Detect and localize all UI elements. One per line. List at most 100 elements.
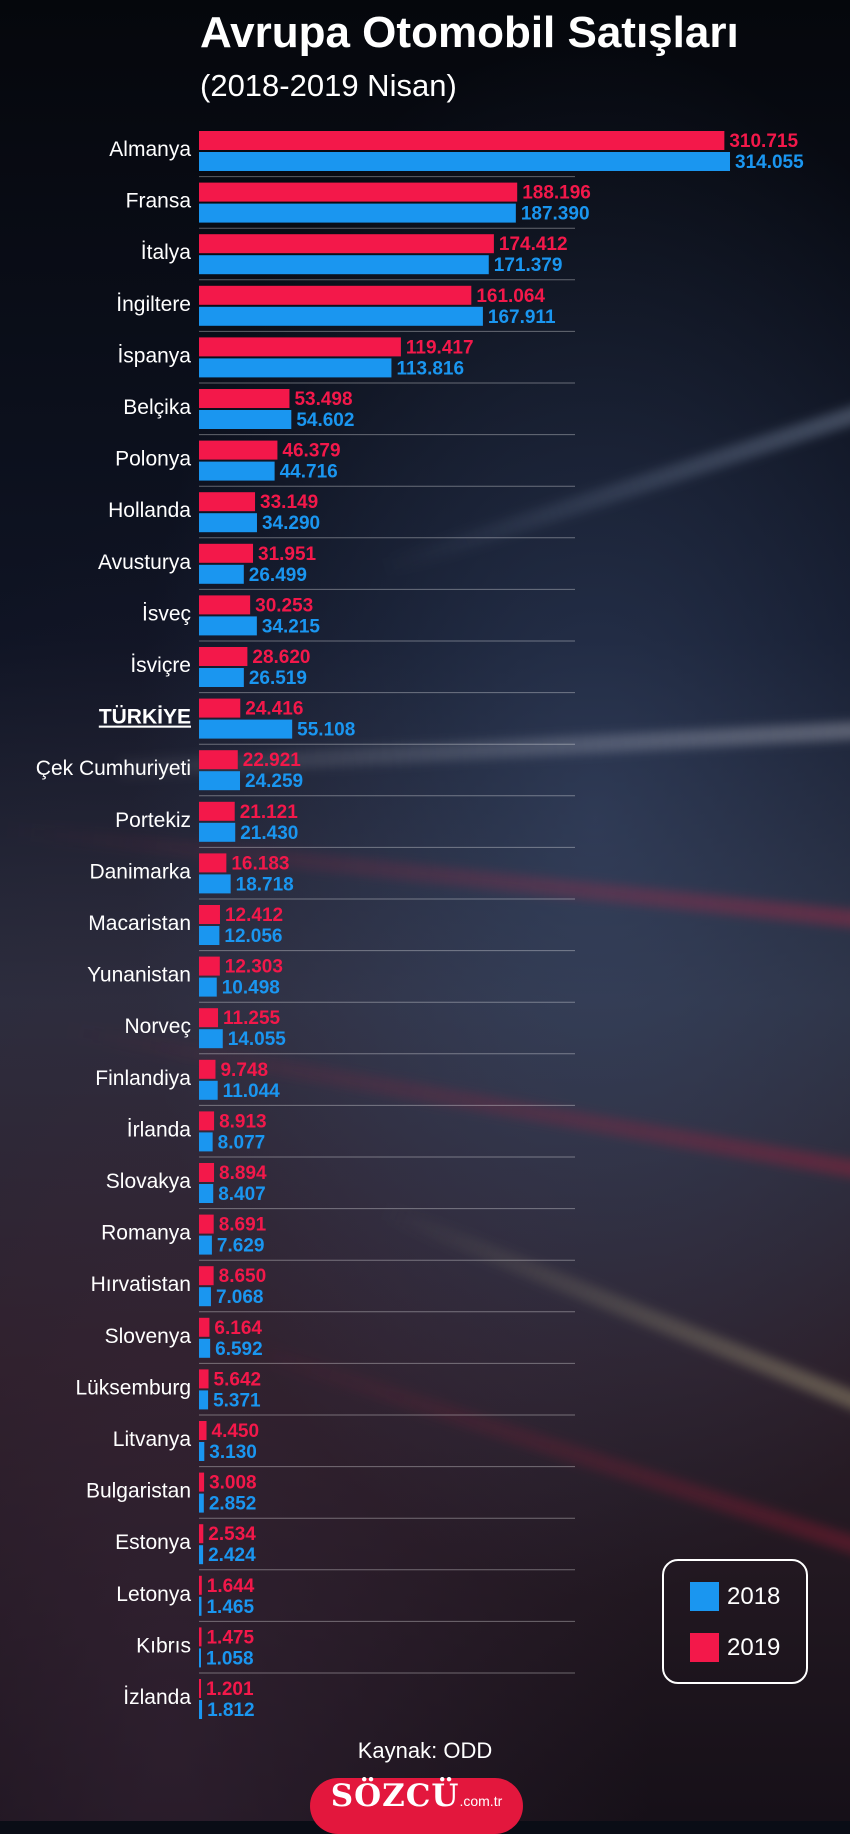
value-label-2019: 12.303 [225,957,283,978]
value-label-2019: 16.183 [231,853,289,874]
bar-2018 [199,1080,218,1100]
value-label-2018: 5.371 [213,1390,261,1411]
category-label: Slovakya [106,1170,192,1193]
bar-2019 [199,956,220,976]
bar-2019 [199,853,227,873]
value-label-2019: 8.691 [219,1215,267,1236]
category-label: Kıbrıs [136,1634,191,1657]
legend-item-2019: 2019 [690,1633,780,1662]
bar-2018 [199,513,257,533]
bar-2018 [199,1700,203,1719]
bar-2018 [199,1648,201,1668]
bar-2019 [199,440,278,460]
bar-2018 [199,1132,213,1152]
value-label-2019: 12.412 [225,905,283,926]
value-label-2018: 21.430 [240,823,298,844]
category-label: İspanya [117,344,191,367]
category-label: Estonya [115,1531,191,1554]
value-label-2019: 22.921 [243,750,302,771]
category-label: Çek Cumhuriyeti [36,757,191,780]
value-label-2019: 11.255 [223,1008,280,1029]
bar-2019 [199,1266,214,1286]
value-label-2018: 14.055 [228,1029,287,1050]
bar-2019 [199,647,248,666]
category-label: TÜRKİYE [99,706,191,729]
bar-2018 [199,1493,204,1513]
value-label-2019: 5.642 [214,1369,262,1390]
bar-2019 [199,543,254,563]
value-label-2019: 28.620 [252,647,310,668]
category-label: Bulgaristan [86,1480,191,1503]
legend: 2018 2019 [662,1559,808,1684]
brand-name: SÖZCÜ [330,1778,460,1814]
value-label-2018: 1.465 [206,1597,254,1618]
value-label-2018: 26.499 [249,565,307,586]
value-label-2018: 187.390 [521,204,590,225]
value-label-2018: 167.911 [488,307,556,328]
bar-2019 [199,182,518,202]
bar-2018 [199,1235,212,1255]
value-label-2018: 113.816 [396,358,464,379]
bar-2019 [199,1679,202,1698]
category-label: Romanya [101,1222,191,1245]
brand-domain: .com.tr [459,1793,503,1809]
bar-2018 [199,926,220,945]
value-label-2018: 7.068 [216,1287,264,1308]
value-label-2018: 34.215 [262,616,321,637]
category-label: İzlanda [123,1686,191,1709]
value-label-2019: 3.008 [209,1473,257,1494]
value-label-2019: 1.644 [207,1576,255,1597]
value-label-2018: 171.379 [494,255,563,276]
category-label: Avusturya [98,551,191,574]
bar-2018 [199,1442,205,1461]
value-label-2018: 7.629 [217,1236,265,1257]
category-label: Macaristan [88,912,191,935]
value-label-2018: 1.058 [206,1648,254,1669]
value-label-2019: 8.913 [219,1111,267,1132]
category-label: Belçika [123,396,191,419]
bar-2018 [199,1338,211,1358]
bar-2018 [199,461,275,481]
bar-2019 [199,750,238,770]
bar-2018 [199,255,489,275]
value-label-2019: 21.121 [240,802,299,823]
value-label-2019: 8.894 [219,1163,267,1184]
bar-2018 [199,306,483,326]
value-label-2018: 34.290 [262,513,320,534]
bar-2018 [199,616,257,636]
value-label-2019: 6.164 [214,1318,262,1339]
bar-2018 [199,1390,209,1410]
category-label: İngiltere [116,293,191,316]
value-label-2019: 119.417 [406,337,474,358]
legend-label-2018: 2018 [727,1582,781,1610]
category-label: İsveç [142,602,191,625]
brand-logo[interactable]: SÖZCÜ.com.tr [310,1778,523,1834]
bar-2019 [199,1575,202,1595]
bar-2018 [199,771,241,791]
value-label-2019: 174.412 [499,234,568,255]
bar-2018 [199,719,293,739]
value-label-2019: 46.379 [282,441,340,462]
bar-2019 [199,285,472,305]
source-note: Kaynak: ODD [357,1738,493,1763]
value-label-2018: 24.259 [245,771,303,792]
bar-2019 [199,595,251,615]
value-label-2018: 11.044 [223,1081,280,1102]
bar-2018 [199,1184,214,1203]
bar-2018 [199,1029,223,1049]
bar-2018 [199,1287,211,1307]
value-label-2018: 44.716 [280,462,338,483]
bar-2018 [199,977,217,997]
bar-2019 [199,1008,219,1028]
bar-2018 [199,564,244,584]
bar-2019 [199,1627,202,1647]
bar-2019 [199,492,256,512]
bar-2018 [199,1545,204,1565]
bar-2019 [199,1369,209,1389]
bar-2019 [199,131,725,150]
bar-2019 [199,1111,215,1131]
category-label: Danimarka [89,860,191,883]
category-label: Hırvatistan [91,1273,191,1296]
value-label-2018: 1.812 [207,1700,255,1721]
